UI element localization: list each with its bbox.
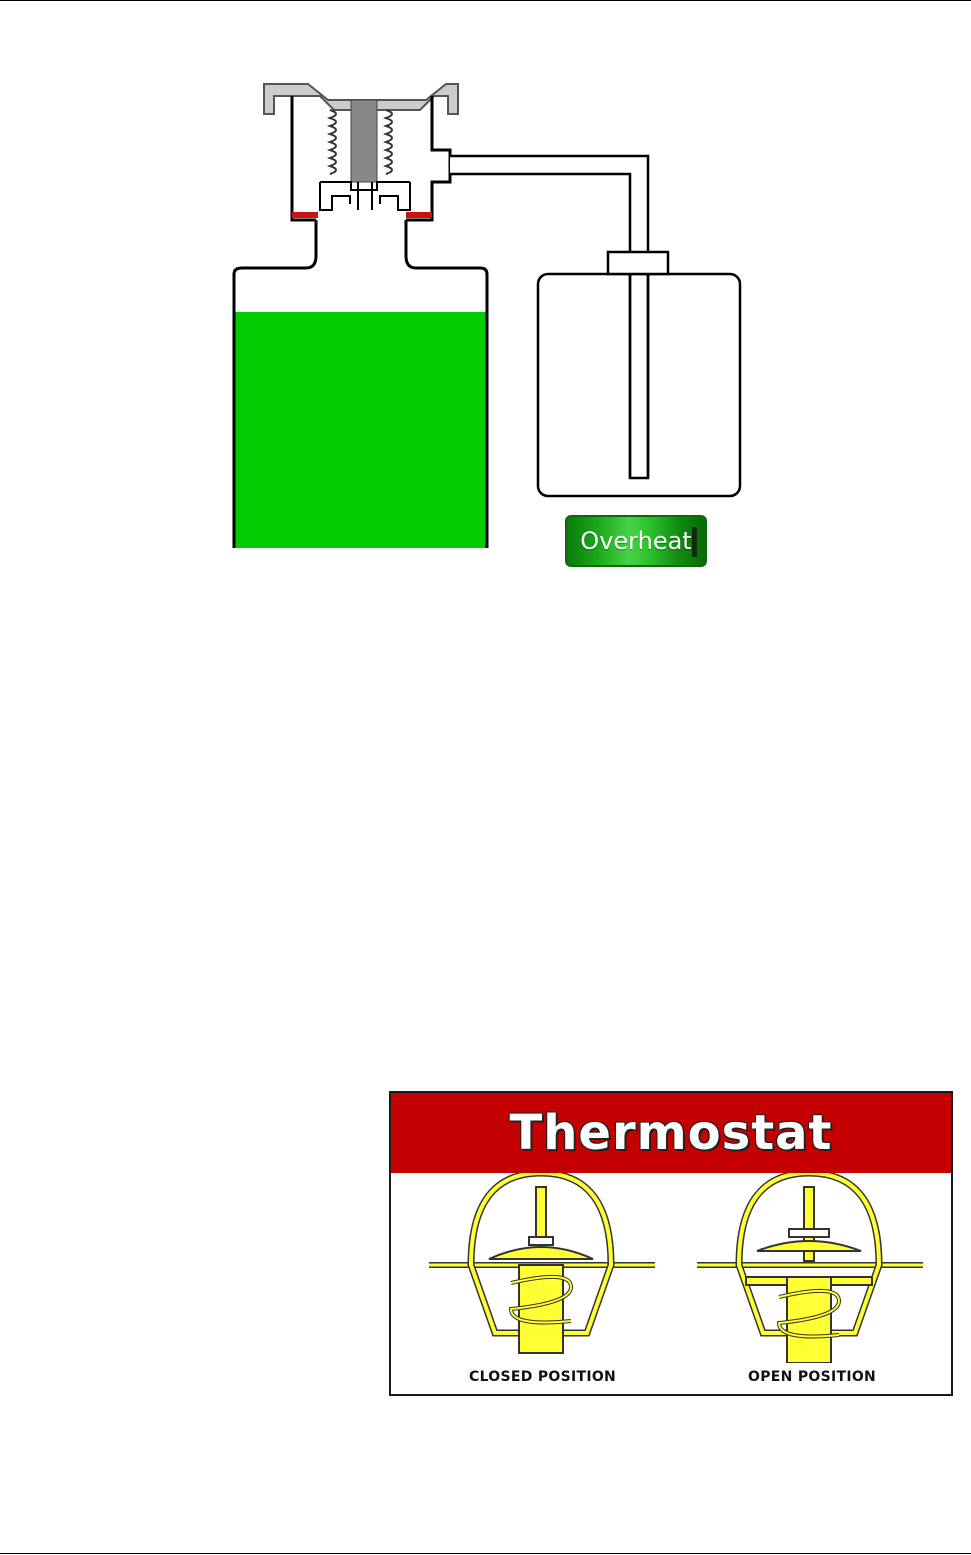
open-position-label: OPEN POSITION — [748, 1369, 877, 1385]
overheat-button[interactable]: Overheat — [565, 515, 707, 567]
thermostat-closed — [429, 1173, 655, 1354]
page-bottom-rule — [0, 1553, 971, 1554]
thermostat-illustration — [429, 1173, 923, 1363]
cap-seal-left — [292, 212, 318, 218]
overflow-tube — [450, 154, 650, 480]
overheat-button-edge — [692, 527, 697, 557]
radiator-tank — [232, 220, 489, 548]
page-top-rule — [0, 0, 971, 1]
cap-seal-right — [406, 212, 432, 218]
thermostat-header: Thermostat — [391, 1093, 951, 1173]
coolant-fill — [234, 312, 487, 548]
thermostat-figure: Thermostat — [389, 1091, 953, 1396]
overheat-button-label: Overheat — [580, 527, 692, 555]
radiator-cap-diagram — [232, 83, 742, 548]
cap-springs — [326, 109, 393, 175]
cap-crown — [263, 83, 459, 115]
reservoir-cap — [606, 250, 670, 276]
closed-position-label: CLOSED POSITION — [469, 1369, 617, 1385]
cap-valve — [319, 181, 411, 211]
cap-housing — [290, 96, 452, 222]
reservoir-tube — [628, 274, 650, 478]
thermostat-open — [697, 1173, 923, 1363]
cap-stem — [350, 99, 378, 183]
thermostat-title: Thermostat — [509, 1105, 833, 1161]
